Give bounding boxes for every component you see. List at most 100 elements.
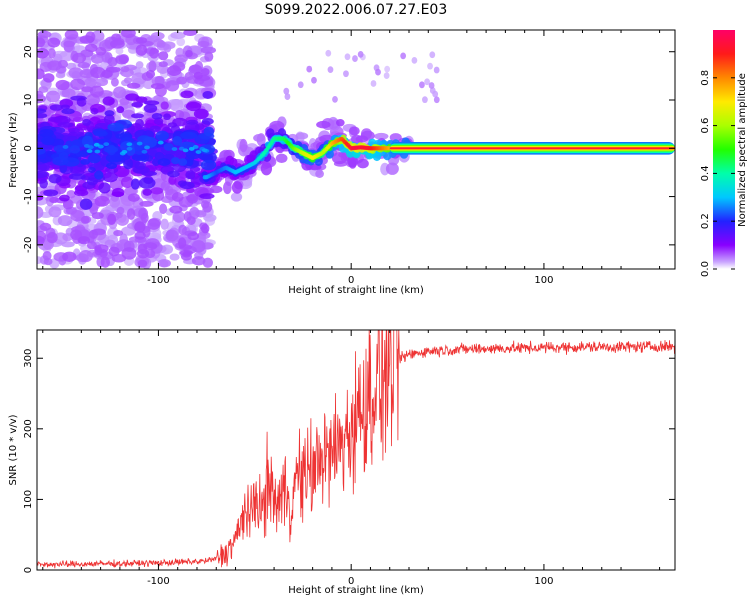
spectrogram-blob — [191, 256, 206, 266]
spectrogram-blob — [424, 78, 430, 86]
spectrogram-blob — [72, 52, 87, 64]
spectrogram-blob — [101, 69, 113, 79]
spectrogram-blob — [126, 146, 133, 151]
spectrogram-blob — [170, 31, 186, 39]
spectrogram-blob — [297, 81, 304, 89]
spectrogram-blob — [43, 189, 59, 197]
spectrogram-blob — [48, 173, 62, 184]
spectrogram-blob — [134, 231, 146, 240]
spectrogram-blob — [375, 68, 381, 76]
spectrogram-blob — [201, 68, 210, 76]
spectrogram-blob — [57, 59, 69, 69]
spectrogram-blob — [200, 46, 217, 54]
spectrogram-blob — [37, 235, 45, 246]
spectrogram-blob — [37, 194, 44, 201]
spectrogram-blob — [230, 192, 243, 202]
spectrogram-blob — [37, 90, 44, 99]
spectrogram-blob — [94, 170, 104, 180]
spectrogram-blob — [384, 65, 391, 73]
spectrogram-blob — [180, 90, 194, 99]
spectrogram-blob — [88, 153, 101, 164]
spectrogram-blob — [37, 112, 48, 119]
spectrogram-blob — [316, 120, 331, 129]
spectrogram-blob — [145, 69, 156, 79]
spectrogram-blob — [179, 181, 195, 190]
spectrogram-blob — [283, 87, 290, 95]
spectrogram-blob — [150, 83, 165, 90]
spectrogram-blob — [63, 40, 75, 48]
spectrogram-blob — [69, 145, 81, 154]
colorbar-tick-label: 0.2 — [700, 213, 711, 229]
spectrogram-blob — [166, 65, 182, 76]
spectrogram-blob — [179, 249, 193, 256]
spectrogram-blob — [422, 96, 428, 104]
spectrogram-xtick-label: 100 — [534, 275, 553, 286]
spectrogram-blob — [188, 64, 203, 74]
spectrogram-blob — [154, 151, 165, 161]
spectrogram-blob — [142, 136, 158, 148]
colorbar-tick-label: 0.0 — [700, 261, 711, 277]
spectrogram-blob — [113, 86, 127, 99]
spectrogram-blob — [37, 30, 52, 39]
spectrogram-blob — [68, 173, 86, 180]
spectrogram-blob — [158, 51, 169, 61]
spectrogram-blob — [201, 117, 214, 125]
spectrogram-blob — [157, 259, 171, 268]
spectrogram-ytick-label: 10 — [23, 94, 34, 107]
spectrogram-blob — [83, 144, 90, 148]
spectrogram-blob — [193, 71, 203, 80]
spectrogram-blob — [172, 211, 186, 223]
spectrogram-frame — [36, 29, 676, 270]
spectrogram-blob — [121, 149, 128, 154]
colorbar-tick-label: 0.8 — [700, 70, 711, 86]
spectrogram-blob — [86, 241, 97, 250]
spectrogram-blob — [74, 189, 89, 197]
spectrogram-blob — [188, 146, 195, 151]
spectrogram-blob — [127, 193, 140, 202]
colorbar-tick-label: 0.6 — [700, 118, 711, 134]
spectrogram-blob — [169, 99, 184, 112]
spectrogram-blob — [110, 77, 119, 87]
spectrogram-blob — [104, 110, 115, 117]
spectrogram-blob — [168, 175, 177, 185]
spectrogram-blob — [94, 244, 109, 253]
spectrogram-blob — [357, 50, 364, 58]
spectrogram-blob — [135, 61, 144, 69]
spectrogram-blob — [130, 178, 140, 190]
spectrogram-blob — [154, 75, 165, 86]
spectrogram-blob — [57, 215, 73, 227]
spectrogram-blob — [70, 78, 86, 91]
spectrogram-blob — [315, 169, 324, 178]
spectrogram-blob — [107, 122, 125, 132]
spectrogram-blob — [192, 145, 199, 149]
spectrogram-blob — [37, 206, 44, 219]
spectrogram-blob — [204, 51, 214, 62]
spectrogram-blob — [185, 101, 202, 112]
snr-xtick-label: 100 — [534, 576, 553, 587]
spectrogram-blob — [163, 143, 174, 151]
spectrogram-blob — [105, 162, 118, 169]
spectrogram-blob — [37, 108, 47, 114]
spectrogram-xlabel: Height of straight line (km) — [288, 285, 424, 296]
spectrogram-blob — [427, 62, 433, 70]
spectrogram-blob — [135, 44, 148, 56]
spectrogram-blob — [131, 153, 148, 162]
spectrogram-blob — [37, 47, 49, 59]
spectrogram-blob — [102, 96, 115, 106]
spectrogram-blob — [144, 100, 160, 106]
spectrogram-blob — [171, 157, 180, 165]
spectrogram-blob — [200, 154, 214, 161]
spectrogram-blob — [89, 85, 104, 98]
spectrogram-blob — [155, 130, 169, 142]
spectrogram-blob — [172, 135, 183, 146]
spectrogram-blob — [82, 118, 91, 126]
spectrogram-blob — [171, 192, 184, 202]
spectrogram-blob — [144, 145, 150, 150]
spectrogram-blob — [115, 55, 129, 65]
spectrogram-plot-area — [37, 30, 675, 269]
spectrogram-blob — [374, 132, 389, 140]
spectrogram-blob — [42, 251, 52, 261]
spectrogram-ytick-label: -10 — [23, 188, 34, 204]
spectrogram-blob — [77, 62, 91, 69]
